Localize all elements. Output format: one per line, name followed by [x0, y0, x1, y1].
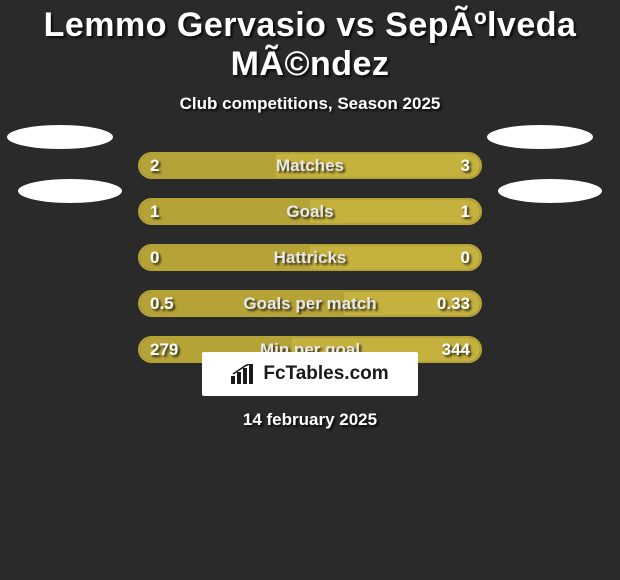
site-badge: FcTables.com — [202, 352, 418, 396]
stat-track: 00Hattricks — [138, 244, 482, 271]
stat-track: 23Matches — [138, 152, 482, 179]
stats-rows: 23Matches 11Goals 00Hattricks 0.50.33Goals … — [0, 142, 620, 372]
infographic-root: Lemmo Gervasio vs SepÃºlveda MÃ©ndez Clu… — [0, 0, 620, 580]
avatar-left-0 — [7, 125, 113, 149]
avatar-right-0 — [487, 125, 593, 149]
stat-row: 0.50.33Goals per match — [0, 280, 620, 326]
stat-label: Hattricks — [140, 246, 480, 269]
stat-track: 0.50.33Goals per match — [138, 290, 482, 317]
chart-icon — [231, 364, 257, 384]
stat-row: 00Hattricks — [0, 234, 620, 280]
stat-label: Goals per match — [140, 292, 480, 315]
stat-label: Matches — [140, 154, 480, 177]
stat-label: Goals — [140, 200, 480, 223]
stat-track: 11Goals — [138, 198, 482, 225]
page-title: Lemmo Gervasio vs SepÃºlveda MÃ©ndez — [0, 6, 620, 84]
page-subtitle: Club competitions, Season 2025 — [0, 94, 620, 114]
avatar-left-1 — [18, 179, 122, 203]
site-name: FcTables.com — [263, 363, 388, 385]
avatar-right-1 — [498, 179, 602, 203]
date-label: 14 february 2025 — [0, 410, 620, 430]
